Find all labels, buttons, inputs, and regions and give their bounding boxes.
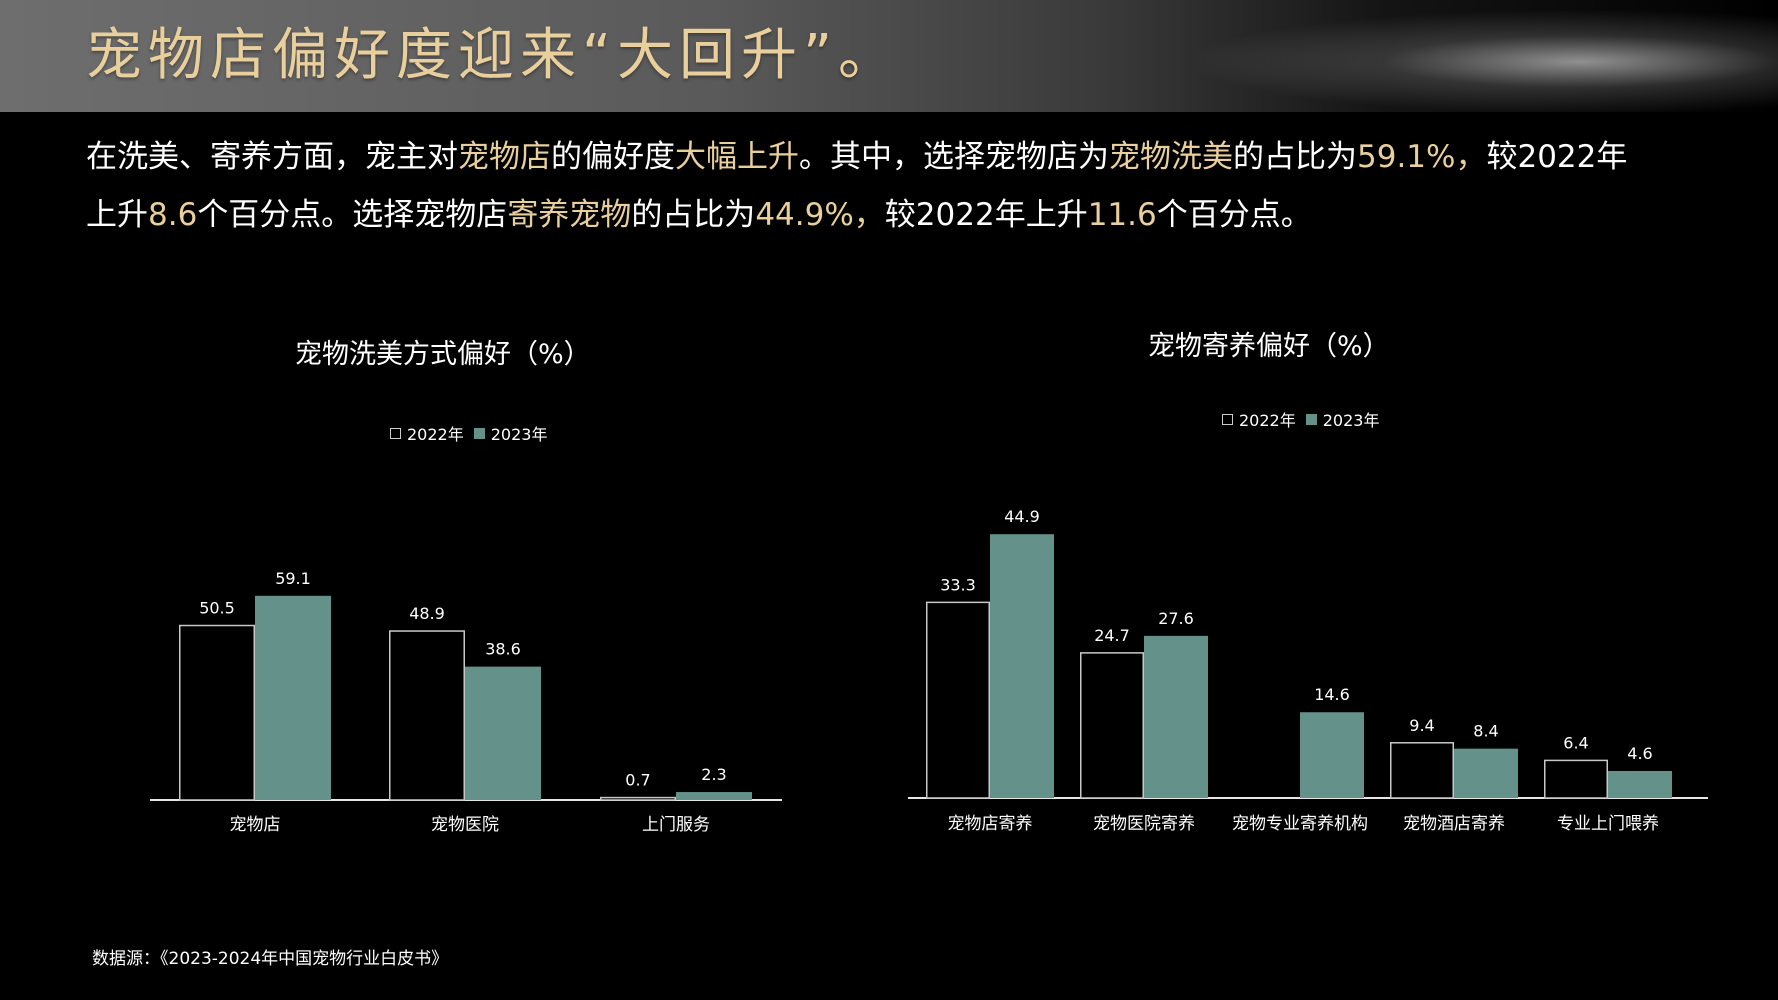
bar-2023 bbox=[990, 534, 1054, 798]
data-label: 33.3 bbox=[940, 575, 976, 594]
data-label: 14.6 bbox=[1314, 685, 1350, 704]
chart-title-grooming: 宠物洗美方式偏好（%） bbox=[295, 339, 591, 370]
data-label: 50.5 bbox=[199, 599, 235, 618]
chart-title-boarding: 宠物寄养偏好（%） bbox=[1148, 331, 1390, 362]
legend-swatch-2022 bbox=[390, 427, 401, 439]
data-label: 9.4 bbox=[1409, 716, 1434, 735]
summary-highlight: 44.9%， bbox=[755, 197, 885, 233]
data-label: 6.4 bbox=[1563, 733, 1588, 752]
bar-2022 bbox=[1544, 759, 1608, 799]
legend-label-2022: 2022年 bbox=[407, 425, 464, 444]
bar-2023 bbox=[1144, 635, 1208, 798]
data-label: 4.6 bbox=[1627, 744, 1652, 763]
category-label: 宠物店 bbox=[230, 815, 281, 835]
data-source-note: 数据源：《2023-2024年中国宠物行业白皮书》 bbox=[92, 949, 449, 969]
legend-label-2023: 2023年 bbox=[490, 425, 548, 444]
data-label: 48.9 bbox=[409, 604, 445, 623]
summary-highlight: 11.6 bbox=[1087, 197, 1157, 233]
legend-swatch-2023 bbox=[1305, 413, 1317, 425]
summary-paragraph: 在洗美、寄养方面，宠主对宠物店的偏好度大幅上升。其中，选择宠物店为宠物洗美的占比… bbox=[86, 128, 1646, 244]
bar-2022 bbox=[926, 601, 990, 799]
summary-highlight: 宠物洗美 bbox=[1109, 139, 1233, 175]
data-label: 27.6 bbox=[1158, 609, 1194, 628]
category-label: 宠物专业寄养机构 bbox=[1232, 814, 1368, 834]
legend-boarding: 2022年 2023年 bbox=[1222, 407, 1379, 431]
legend-label-2023: 2023年 bbox=[1322, 411, 1380, 430]
summary-text: 的占比为 bbox=[631, 197, 756, 233]
summary-text: 较2022年上升 bbox=[884, 197, 1088, 233]
summary-highlight: 59.1%， bbox=[1357, 139, 1487, 175]
category-label: 上门服务 bbox=[642, 815, 710, 835]
summary-text: 个百分点。 bbox=[1156, 197, 1312, 233]
category-label: 专业上门喂养 bbox=[1557, 814, 1659, 834]
data-label: 38.6 bbox=[485, 640, 521, 659]
bar-2022 bbox=[1080, 652, 1144, 799]
legend-grooming: 2022年 2023年 bbox=[390, 421, 547, 445]
summary-text: 较2022年上升 bbox=[86, 139, 1628, 233]
summary-highlight: 大幅上升 bbox=[675, 139, 799, 175]
data-label: 59.1 bbox=[275, 569, 311, 588]
header-shine bbox=[1120, 0, 1778, 112]
data-label: 0.7 bbox=[625, 771, 650, 790]
bar-2022 bbox=[389, 630, 465, 801]
summary-text: 的偏好度 bbox=[551, 139, 675, 175]
category-label: 宠物店寄养 bbox=[948, 814, 1033, 834]
header-band: 宠物店偏好度迎来“大回升”。 bbox=[0, 0, 1778, 112]
summary-highlight: 宠物店 bbox=[458, 139, 551, 175]
summary-text: 个百分点。选择宠物店 bbox=[197, 197, 508, 233]
bar-2023 bbox=[1454, 748, 1518, 798]
category-label: 宠物医院 bbox=[431, 815, 499, 835]
summary-text: 。其中，选择宠物店为 bbox=[799, 139, 1109, 175]
bar-2022 bbox=[179, 624, 255, 801]
summary-text: 在洗美、寄养方面，宠主对 bbox=[86, 139, 458, 175]
data-label: 44.9 bbox=[1004, 507, 1040, 526]
bar-2022 bbox=[1390, 742, 1454, 799]
data-label: 2.3 bbox=[701, 765, 726, 784]
legend-swatch-2022 bbox=[1222, 413, 1233, 425]
legend-swatch-2023 bbox=[473, 427, 485, 439]
summary-highlight: 8.6 bbox=[148, 197, 198, 233]
bar-2022 bbox=[600, 796, 676, 801]
bar-2023 bbox=[1608, 770, 1672, 798]
data-label: 8.4 bbox=[1473, 722, 1498, 741]
page-title: 宠物店偏好度迎来“大回升”。 bbox=[86, 23, 901, 88]
category-label: 宠物酒店寄养 bbox=[1403, 814, 1505, 834]
summary-highlight: 寄养宠物 bbox=[507, 197, 632, 233]
summary-text: 的占比为 bbox=[1233, 139, 1357, 175]
category-label: 宠物医院寄养 bbox=[1093, 814, 1195, 834]
bar-2023 bbox=[1300, 712, 1364, 798]
bar-2023 bbox=[465, 666, 541, 800]
bar-2023 bbox=[255, 595, 331, 800]
data-label: 24.7 bbox=[1094, 626, 1130, 645]
bar-2023 bbox=[676, 792, 752, 800]
legend-label-2022: 2022年 bbox=[1239, 411, 1296, 430]
